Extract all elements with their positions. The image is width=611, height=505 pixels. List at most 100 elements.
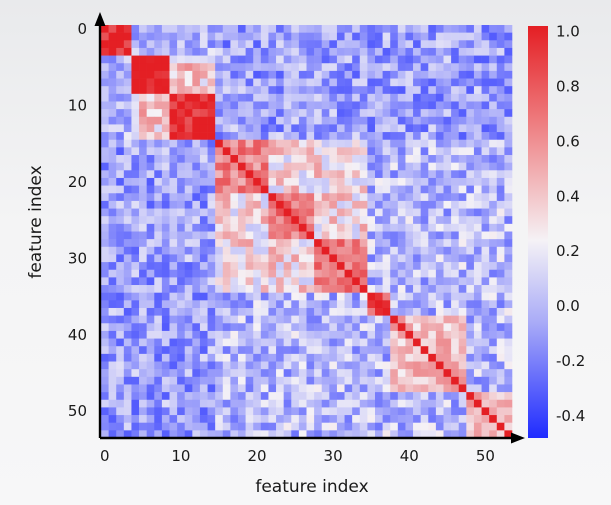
heatmap-cell xyxy=(199,422,208,431)
heatmap-cell xyxy=(306,70,315,79)
heatmap-cell xyxy=(199,330,208,339)
heatmap-cell xyxy=(169,55,178,64)
heatmap-cell xyxy=(321,155,330,163)
heatmap-cell xyxy=(101,392,109,401)
heatmap-cell xyxy=(390,369,399,378)
heatmap-cell xyxy=(321,231,330,240)
heatmap-cell xyxy=(458,338,467,347)
heatmap-cell xyxy=(161,239,170,248)
heatmap-cell xyxy=(291,262,300,271)
heatmap-cell xyxy=(435,132,444,141)
heatmap-cell xyxy=(101,155,109,163)
heatmap-cell xyxy=(420,132,429,141)
heatmap-cell xyxy=(283,101,292,110)
heatmap-cell xyxy=(443,47,452,56)
heatmap-cell xyxy=(306,353,315,362)
heatmap-cell xyxy=(154,285,163,293)
heatmap-cell xyxy=(344,330,353,339)
heatmap-cell xyxy=(161,223,170,232)
heatmap-cell xyxy=(215,193,224,202)
heatmap-cell xyxy=(131,239,140,248)
heatmap-cell xyxy=(184,346,193,355)
heatmap-cell xyxy=(192,392,201,401)
heatmap-cell xyxy=(382,422,391,431)
heatmap-cell xyxy=(359,361,368,370)
heatmap-cell xyxy=(367,132,376,141)
heatmap-cell xyxy=(397,185,406,194)
heatmap-cell xyxy=(184,399,193,408)
heatmap-cell xyxy=(458,132,467,141)
heatmap-cell xyxy=(116,78,125,87)
heatmap-cell xyxy=(169,369,178,378)
heatmap-cell xyxy=(253,124,262,133)
heatmap-cell xyxy=(306,93,315,102)
heatmap-cell xyxy=(489,353,498,362)
heatmap-cell xyxy=(131,109,140,118)
heatmap-cell xyxy=(413,170,421,179)
heatmap-cell xyxy=(253,422,262,431)
heatmap-cell xyxy=(177,86,186,95)
heatmap-cell xyxy=(215,239,224,248)
heatmap-cell xyxy=(116,231,125,240)
heatmap-cell xyxy=(504,422,513,431)
heatmap-cell xyxy=(481,307,490,316)
heatmap-cell xyxy=(489,170,498,179)
x-axis-arrow xyxy=(511,432,525,444)
heatmap-cell xyxy=(238,292,246,301)
heatmap-cell xyxy=(496,323,505,332)
heatmap-cell xyxy=(154,300,163,309)
heatmap-cell xyxy=(352,155,361,163)
heatmap-cell xyxy=(268,63,277,72)
heatmap-cell xyxy=(344,216,353,225)
heatmap-cell xyxy=(177,239,186,248)
heatmap-cell xyxy=(458,422,467,431)
heatmap-cell xyxy=(359,269,368,278)
heatmap-cell xyxy=(321,216,330,225)
heatmap-cell xyxy=(413,132,421,141)
heatmap-cell xyxy=(298,63,307,72)
heatmap-cell xyxy=(375,162,383,171)
heatmap-cell xyxy=(382,124,391,133)
heatmap-cell xyxy=(161,86,170,95)
heatmap-cell xyxy=(466,361,475,370)
heatmap-cell xyxy=(283,231,292,240)
heatmap-cell xyxy=(169,407,178,416)
heatmap-cell xyxy=(291,415,300,424)
heatmap-cell xyxy=(291,269,300,278)
heatmap-cell xyxy=(473,101,482,110)
heatmap-cell xyxy=(405,101,414,110)
heatmap-cell xyxy=(367,86,376,95)
heatmap-cell xyxy=(359,93,368,102)
heatmap-cell xyxy=(481,109,490,118)
heatmap-cell xyxy=(359,86,368,95)
heatmap-cell xyxy=(473,246,482,255)
heatmap-cell xyxy=(139,292,147,301)
heatmap-cell xyxy=(382,78,391,87)
heatmap-cell xyxy=(405,208,414,217)
heatmap-cell xyxy=(390,254,399,263)
heatmap-cell xyxy=(504,55,513,64)
heatmap-cell xyxy=(276,47,284,56)
heatmap-cell xyxy=(420,384,429,393)
heatmap-cell xyxy=(496,269,505,278)
heatmap-cell xyxy=(298,254,307,263)
heatmap-cell xyxy=(230,231,239,240)
heatmap-cell xyxy=(489,93,498,102)
heatmap-cell xyxy=(458,124,467,133)
heatmap-cell xyxy=(367,338,376,347)
heatmap-cell xyxy=(291,78,300,87)
heatmap-cell xyxy=(215,132,224,141)
heatmap-cell xyxy=(458,70,467,79)
heatmap-cell xyxy=(375,407,383,416)
heatmap-cell xyxy=(344,78,353,87)
heatmap-cell xyxy=(108,246,117,255)
heatmap-cell xyxy=(268,361,277,370)
heatmap-cell xyxy=(245,155,254,163)
heatmap-cell xyxy=(321,63,330,72)
heatmap-cell xyxy=(131,177,140,186)
heatmap-cell xyxy=(344,93,353,102)
heatmap-cell xyxy=(230,315,239,324)
heatmap-cell xyxy=(276,216,284,225)
heatmap-cell xyxy=(116,376,125,385)
heatmap-cell xyxy=(458,162,467,171)
